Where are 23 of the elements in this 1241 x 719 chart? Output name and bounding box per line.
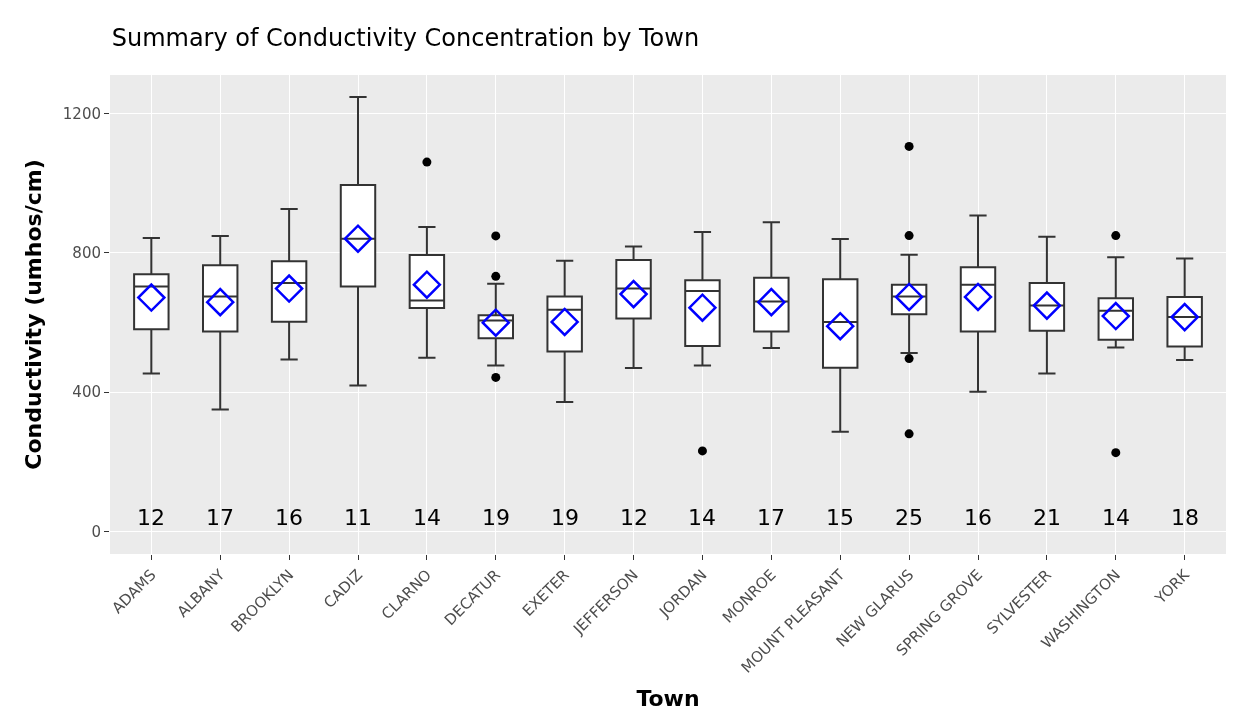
x-axis-title: Town [636, 686, 700, 712]
annotation: 21 [1033, 505, 1061, 530]
annotation: 17 [206, 505, 234, 530]
y-tick-label: 0 [91, 522, 101, 541]
annotation: 16 [964, 505, 992, 530]
annotation: 19 [551, 505, 579, 530]
annotation: 12 [620, 505, 648, 530]
annotation: 25 [895, 505, 923, 530]
annotation: 17 [757, 505, 785, 530]
chart-title: Summary of Conductivity Concentration by Town [111, 23, 700, 52]
y-tick-label: 1200 [62, 104, 101, 123]
annotation: 18 [1171, 505, 1199, 530]
annotation: 11 [344, 505, 372, 530]
y-tick-label: 800 [72, 243, 101, 262]
y-axis-title: Conductivity (umhos/cm) [20, 159, 46, 470]
annotation: 15 [826, 505, 854, 530]
annotation: 19 [482, 505, 510, 530]
annotation: 14 [1102, 505, 1130, 530]
annotation: 16 [275, 505, 303, 530]
y-tick-label: 400 [72, 383, 101, 402]
annotation: 14 [413, 505, 441, 530]
annotation: 14 [688, 505, 716, 530]
annotation: 12 [137, 505, 165, 530]
